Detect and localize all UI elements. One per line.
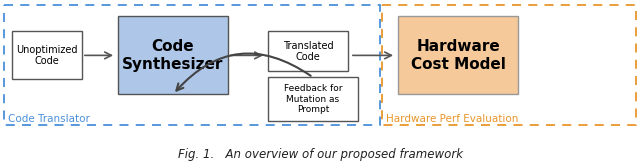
Text: Hardware Perf Evaluation: Hardware Perf Evaluation	[386, 114, 518, 124]
Bar	[12, 31, 82, 79]
Bar	[4, 5, 380, 125]
Text: Code
Synthesizer: Code Synthesizer	[122, 39, 224, 72]
Text: Translated
Code: Translated Code	[283, 41, 333, 62]
Text: Code Translator: Code Translator	[8, 114, 90, 124]
Bar	[382, 5, 636, 125]
Text: Unoptimized
Code: Unoptimized Code	[16, 45, 77, 66]
Bar	[268, 77, 358, 121]
Bar	[398, 16, 518, 94]
Bar	[268, 31, 348, 71]
Bar	[118, 16, 228, 94]
Text: Hardware
Cost Model: Hardware Cost Model	[411, 39, 506, 72]
Text: Fig. 1.   An overview of our proposed framework: Fig. 1. An overview of our proposed fram…	[177, 148, 463, 161]
Text: Feedback for
Mutation as
Prompt: Feedback for Mutation as Prompt	[284, 85, 342, 114]
